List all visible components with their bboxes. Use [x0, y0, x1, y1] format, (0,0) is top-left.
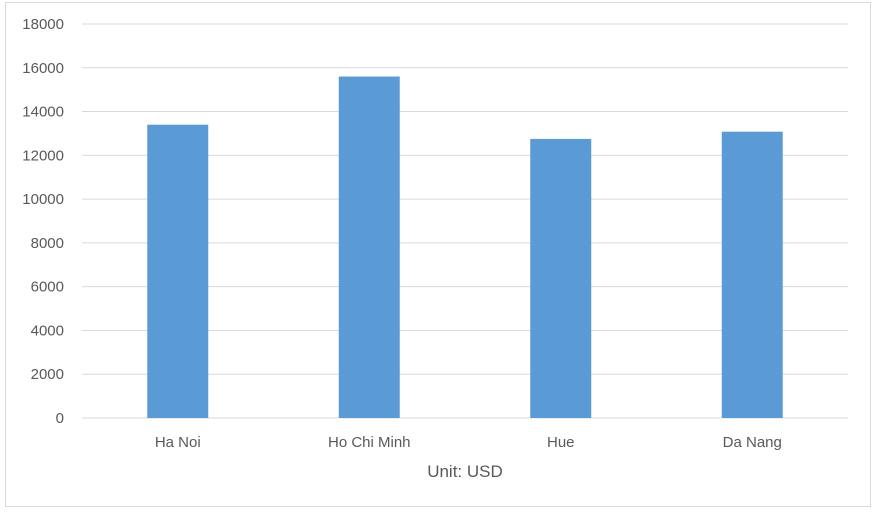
y-tick-label: 0 [56, 410, 64, 427]
y-tick-label: 8000 [31, 235, 64, 252]
x-axis-title: Unit: USD [427, 462, 503, 481]
x-tick-label: Ho Chi Minh [328, 434, 411, 451]
bar-ho-chi-minh [338, 76, 400, 419]
y-tick-labels: 0 2000 4000 6000 8000 10000 12000 14000 16000 180… [22, 16, 64, 427]
bar-hue [530, 138, 592, 418]
y-tick-label: 14000 [22, 104, 64, 121]
x-tick-label: Ha Noi [155, 434, 201, 451]
y-tick-label: 16000 [22, 60, 64, 77]
y-tick-label: 18000 [22, 16, 64, 33]
y-tick-label: 2000 [31, 366, 64, 383]
bar-ha-noi [147, 124, 209, 418]
y-tick-label: 6000 [31, 279, 64, 296]
x-tick-label: Da Nang [723, 434, 782, 451]
gridlines [82, 23, 848, 419]
y-tick-label: 4000 [31, 322, 64, 339]
y-tick-label: 10000 [22, 191, 64, 208]
x-tick-label: Hue [547, 434, 575, 451]
x-tick-labels: Ha Noi Ho Chi Minh Hue Da Nang [155, 434, 782, 451]
y-tick-label: 12000 [22, 147, 64, 164]
bars [147, 76, 783, 419]
bar-da-nang [721, 131, 783, 418]
